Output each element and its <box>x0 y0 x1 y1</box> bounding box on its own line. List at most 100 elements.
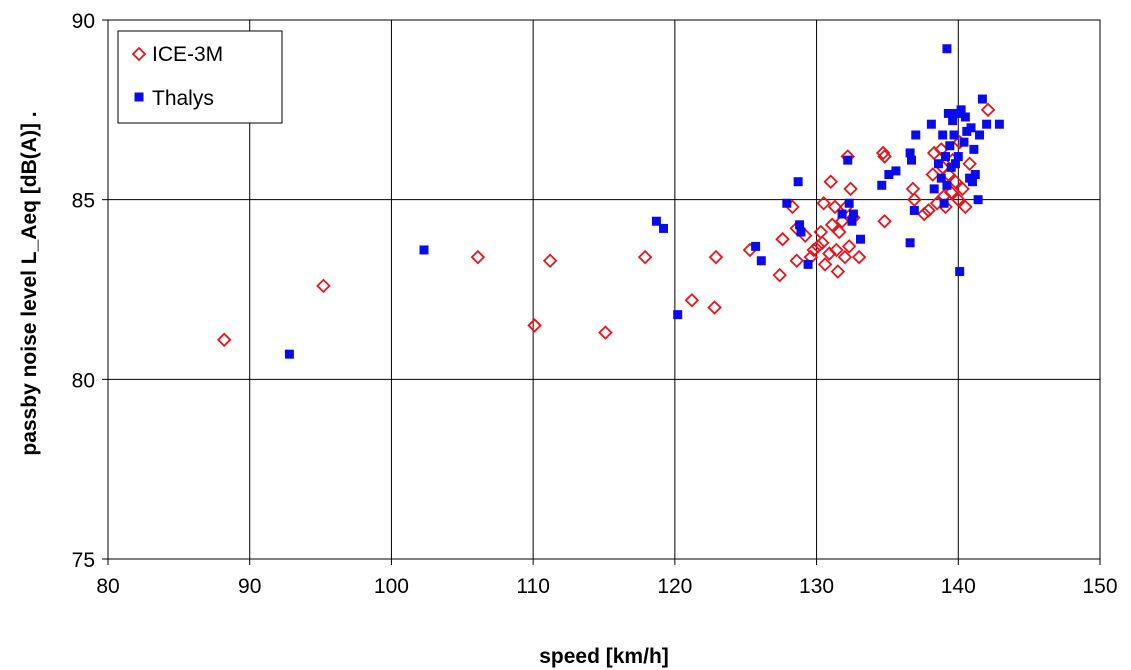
point-ice-3m <box>829 242 844 258</box>
point-ice-3m <box>817 257 833 272</box>
point-ice-3m <box>775 231 790 247</box>
point-thalys <box>938 130 948 140</box>
point-thalys <box>793 177 803 187</box>
point-thalys <box>973 195 983 205</box>
point-ice-3m <box>962 156 977 172</box>
point-ice-3m <box>684 293 700 308</box>
point-ice-3m <box>841 239 857 254</box>
point-thalys <box>926 119 936 129</box>
point-ice-3m <box>875 145 891 161</box>
point-ice-3m <box>637 249 653 265</box>
x-tick-label: 110 <box>516 575 549 598</box>
point-thalys <box>847 216 857 226</box>
point-ice-3m <box>948 174 963 189</box>
point-thalys <box>933 159 943 169</box>
data-points <box>216 44 1004 359</box>
point-ice-3m <box>843 181 858 197</box>
point-thalys <box>848 209 858 219</box>
point-ice-3m <box>806 242 822 258</box>
y-axis-ticks: 75 80 85 90 <box>72 10 108 572</box>
point-ice-3m <box>810 239 826 254</box>
point-thalys <box>911 130 921 140</box>
point-ice-3m <box>827 199 843 215</box>
point-ice-3m <box>316 278 331 294</box>
point-thalys <box>975 130 985 140</box>
point-ice-3m <box>772 267 787 283</box>
point-ice-3m <box>707 300 722 315</box>
point-thalys <box>956 105 966 115</box>
point-thalys <box>844 198 854 208</box>
point-ice-3m <box>925 167 941 182</box>
point-ice-3m <box>789 253 805 269</box>
point-ice-3m <box>216 332 232 348</box>
legend-label-thalys: Thalys <box>152 87 214 110</box>
point-thalys <box>969 144 979 154</box>
point-thalys <box>941 152 951 162</box>
point-thalys <box>419 245 429 255</box>
point-ice-3m <box>958 199 973 215</box>
point-thalys <box>966 123 976 133</box>
point-ice-3m <box>905 181 921 197</box>
point-ice-3m <box>527 318 542 333</box>
point-ice-3m <box>823 174 839 189</box>
point-ice-3m <box>598 325 613 340</box>
point-ice-3m <box>917 206 932 222</box>
point-ice-3m <box>941 167 956 182</box>
point-ice-3m <box>877 213 892 229</box>
x-tick-label: 120 <box>657 575 692 598</box>
point-thalys <box>795 220 805 230</box>
point-ice-3m <box>921 203 936 218</box>
point-thalys <box>950 159 960 169</box>
point-thalys <box>905 148 915 158</box>
point-thalys <box>943 108 953 118</box>
point-ice-3m <box>951 192 966 207</box>
point-thalys <box>948 116 958 126</box>
x-tick-label: 130 <box>799 575 834 598</box>
point-thalys <box>751 241 761 251</box>
point-ice-3m <box>814 235 830 251</box>
point-ice-3m <box>816 195 831 211</box>
point-ice-3m <box>943 185 959 200</box>
point-thalys <box>843 155 853 165</box>
point-thalys <box>959 137 969 147</box>
point-thalys <box>960 112 970 122</box>
point-ice-3m <box>824 217 840 233</box>
point-thalys <box>970 170 980 180</box>
legend: ICE-3M Thalys <box>117 30 283 124</box>
point-ice-3m <box>708 249 724 265</box>
point-thalys <box>756 256 766 266</box>
point-ice-3m <box>834 213 850 229</box>
point-thalys <box>284 349 294 359</box>
point-thalys <box>796 227 806 237</box>
point-ice-3m <box>822 246 837 261</box>
point-ice-3m <box>542 253 558 269</box>
point-thalys <box>929 184 939 194</box>
point-ice-3m <box>830 264 846 279</box>
x-tick-label: 80 <box>96 575 119 598</box>
x-axis-ticks: 80 90 100 110 120 130 140 150 <box>96 559 1118 598</box>
y-tick-label: 75 <box>72 549 95 572</box>
point-ice-3m <box>470 249 486 265</box>
point-thalys <box>659 223 669 233</box>
legend-marker-thalys <box>134 92 144 102</box>
y-tick-label: 90 <box>72 10 95 33</box>
plot-area <box>107 19 1101 560</box>
y-axis-title: passby noise level L_Aeq [dB(A)] . <box>18 111 41 455</box>
point-thalys <box>909 205 919 215</box>
point-thalys <box>877 180 887 190</box>
point-ice-3m <box>851 249 867 265</box>
point-thalys <box>977 94 987 104</box>
point-thalys <box>942 44 952 54</box>
point-ice-3m <box>837 249 853 265</box>
point-thalys <box>949 130 959 140</box>
y-tick-label: 85 <box>72 190 95 213</box>
point-thalys <box>803 259 813 269</box>
point-thalys <box>651 216 661 226</box>
point-thalys <box>953 152 963 162</box>
point-thalys <box>837 209 847 219</box>
point-thalys <box>782 198 792 208</box>
y-tick-label: 80 <box>72 369 95 392</box>
point-thalys <box>939 198 949 208</box>
legend-box <box>117 30 283 124</box>
